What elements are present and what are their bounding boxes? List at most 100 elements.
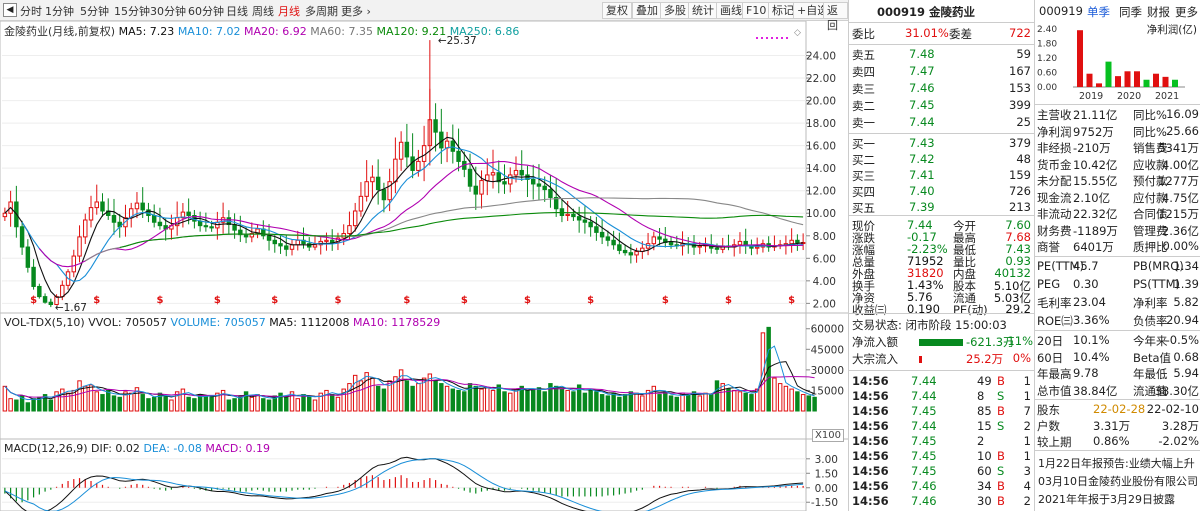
period-8[interactable]: 月线 (278, 5, 300, 18)
volume-bar (209, 396, 214, 412)
volume-bar (8, 398, 13, 412)
ask-volume: 167 (1009, 64, 1031, 78)
vvol-legend: VVOL: 705057 (88, 316, 168, 329)
ask-price: 7.48 (909, 47, 935, 61)
candle-body (278, 243, 283, 247)
finance-tab-3[interactable]: 更多 (1175, 5, 1198, 19)
stat-value-2: 7.43 (1005, 242, 1031, 256)
ratio-row-label-2: 负债率 (1133, 314, 1168, 328)
stat-row: 现价 7.44 今开 7.60 (849, 218, 1035, 235)
ma120-line (119, 212, 804, 249)
toolbar-button-7[interactable]: +自选 (793, 2, 833, 19)
perf-row: 年最高 9.78 年最低 5.94 (1035, 366, 1200, 383)
candle-body (209, 226, 214, 229)
candle-body (628, 252, 634, 256)
news-item[interactable]: 03月10日金陵药业股份有限公司 (1038, 475, 1198, 488)
stat-label-2: 股本 (953, 279, 976, 293)
weicha-value: 722 (1009, 26, 1031, 40)
ratio-row-value-2: 5.82 (1173, 295, 1199, 309)
toolbar-button-2[interactable]: 多股 (660, 2, 690, 19)
volume-value: VOLUME: 705057 (170, 316, 266, 329)
tick-row: 14:56 7.45 10 B 1 (849, 449, 1035, 466)
volume-bar (513, 388, 519, 412)
ma250-legend: MA250: 6.86 (449, 25, 520, 38)
volume-bar (508, 392, 513, 412)
stat-value: 5.76 (907, 290, 933, 304)
tick-row: 14:56 7.44 15 S 2 (849, 419, 1035, 436)
volume-bar (795, 391, 800, 412)
finance-row-label-2: 质押比 (1133, 240, 1168, 254)
candle-body (289, 244, 295, 250)
candle-body (795, 239, 800, 244)
period-1[interactable]: 1分钟 (45, 5, 74, 18)
candles (2, 88, 806, 306)
news-item[interactable]: 1月22日年报预告:业绩大幅上升 (1038, 457, 1195, 470)
stat-label: 涨跌 (852, 231, 875, 245)
volume-bar (341, 388, 346, 412)
candle-body (450, 140, 456, 152)
ma10-line (21, 146, 804, 282)
net-profit-chart: 净利润(亿) 2.40 1.80 1.20 0.60 0.00 2019 2020 2021 (1037, 23, 1197, 101)
toolbar-button-5[interactable]: F10 (742, 2, 771, 19)
candle-body (530, 178, 536, 185)
candle-body (71, 255, 77, 273)
period-9[interactable]: 多周期 (305, 5, 338, 18)
tick-row: 14:56 7.45 2 1 (849, 434, 1035, 451)
candle-body (611, 239, 616, 246)
candle-body (651, 236, 657, 245)
volume-bar (123, 391, 128, 412)
tick-direction: B (997, 374, 1005, 388)
finance-row-label-2: 同比% (1133, 108, 1167, 122)
period-0[interactable]: 分时 (20, 5, 42, 18)
candle-body (329, 239, 335, 244)
ask-volume: 59 (1016, 47, 1031, 61)
tick-volume: 8 (977, 389, 985, 403)
bid-price: 7.43 (909, 136, 935, 150)
toolbar-button-6[interactable]: 标记 (768, 2, 798, 19)
ratio-row-label-2: PB(MRQ) (1133, 259, 1184, 273)
volume-bar (806, 395, 812, 412)
news-item[interactable]: 2021年年报于3月29日披露 (1038, 493, 1175, 506)
candle-body (203, 225, 209, 228)
period-4[interactable]: 30分钟 (150, 5, 186, 18)
period-7[interactable]: 周线 (252, 5, 274, 18)
volume-bar (456, 389, 461, 412)
finance-tab-2[interactable]: 财报 (1147, 5, 1170, 19)
stat-label: 总量 (852, 255, 875, 269)
dea-line (4, 458, 804, 514)
period-3[interactable]: 15分钟 (114, 5, 150, 18)
toolbar-button-1[interactable]: 叠加 (632, 2, 662, 19)
period-10[interactable]: 更多 › (341, 5, 371, 18)
toolbar-button-0[interactable]: 复权 (602, 2, 632, 19)
profit-bar (1096, 83, 1102, 87)
volume-bar (582, 392, 588, 412)
dividend-marker-8: $ (524, 295, 531, 306)
finance-tab-1[interactable]: 同季 (1119, 5, 1142, 19)
period-6[interactable]: 日线 (226, 5, 248, 18)
bid-label: 买二 (852, 153, 875, 167)
quote-panel: 000919 金陵药业 委比 31.01% 委差 722 卖五 7.48 59 卖四 7… (848, 0, 1035, 511)
holder-value-2: -2.02% (1158, 434, 1199, 448)
finance-tab-0[interactable]: 单季 (1087, 5, 1110, 19)
finance-row-value: -1189万 (1073, 223, 1118, 238)
candle-body (588, 221, 593, 228)
volume-bar (232, 398, 237, 412)
collapse-icon[interactable]: ◀ (3, 3, 17, 17)
dividend-marker-11: $ (725, 295, 732, 306)
trade-state: 交易状态: 闭市阶段 15:00:03 (852, 318, 1007, 332)
dividend-marker-6: $ (403, 295, 410, 306)
ratio-row-value-2: 20.94 (1166, 313, 1199, 327)
stat-label-2: 流通 (953, 291, 976, 305)
macd-axis-label-0: 3.00 (815, 454, 838, 466)
perf-row-value-2: 5.94 (1173, 366, 1199, 380)
block-inflow-value: 25.2万 (966, 352, 1004, 366)
tick-time: 14:56 (852, 464, 889, 478)
period-2[interactable]: 5分钟 (80, 5, 109, 18)
volume-bar (772, 377, 777, 412)
period-5[interactable]: 60分钟 (188, 5, 224, 18)
net-inflow-label: 净流入额 (852, 335, 898, 349)
macd-axis-label-1: 1.50 (815, 468, 838, 480)
toolbar-button-3[interactable]: 统计 (688, 2, 718, 19)
toolbar-button-8[interactable]: 返回 (823, 2, 848, 32)
holder-label: 股东 (1037, 403, 1060, 417)
